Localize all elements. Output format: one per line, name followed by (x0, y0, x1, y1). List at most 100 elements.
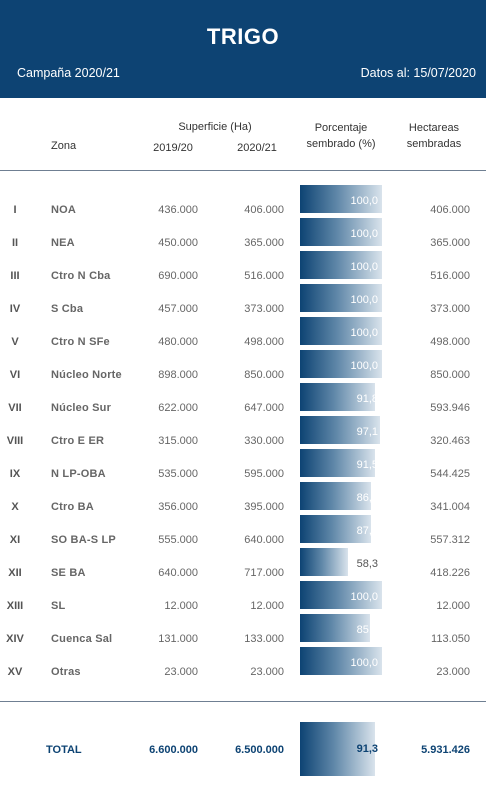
surface-2019: 450.000 (158, 237, 198, 249)
hectareas-sembradas: 593.946 (430, 402, 470, 414)
pct-value: 100,0 (350, 327, 378, 339)
surface-2020: 647.000 (244, 402, 284, 414)
pct-bar (300, 284, 382, 312)
row-number: XIII (6, 600, 24, 612)
hectareas-sembradas: 12.000 (436, 600, 470, 612)
surface-2020: 850.000 (244, 369, 284, 381)
pct-bar (300, 581, 382, 609)
surface-2020: 498.000 (244, 336, 284, 348)
hectareas-sembradas: 850.000 (430, 369, 470, 381)
pct-value: 100,0 (350, 228, 378, 240)
hectareas-sembradas: 113.050 (431, 633, 470, 645)
zone-name: Ctro E ER (51, 435, 105, 447)
surface-2019: 23.000 (164, 666, 198, 678)
pct-value: 100,0 (350, 591, 378, 603)
surface-2019: 535.000 (158, 468, 198, 480)
row-number: I (13, 204, 17, 216)
surface-2019: 690.000 (158, 270, 198, 282)
row-number: XI (9, 534, 21, 546)
surface-2020: 717.000 (244, 567, 284, 579)
surface-2019: 356.000 (158, 501, 198, 513)
total-2019: 6.600.000 (149, 744, 198, 756)
zone-name: Núcleo Norte (51, 369, 122, 381)
surface-2020: 365.000 (244, 237, 284, 249)
pct-value: 91,8 (356, 393, 378, 405)
zone-name: Ctro BA (51, 501, 94, 513)
row-number: XV (7, 666, 23, 678)
surface-2019: 640.000 (158, 567, 198, 579)
pct-value: 58,3 (356, 558, 378, 570)
pct-value: 100,0 (350, 294, 378, 306)
surface-2020: 395.000 (244, 501, 284, 513)
row-number: XIV (6, 633, 24, 645)
hectareas-sembradas: 498.000 (430, 336, 470, 348)
data-date: Datos al: 15/07/2020 (360, 66, 476, 80)
total-label: TOTAL (46, 744, 82, 756)
zone-name: SL (51, 600, 66, 612)
col-porcentaje-2: sembrado (%) (306, 138, 376, 150)
pct-value: 100,0 (350, 360, 378, 372)
row-number: VIII (6, 435, 24, 447)
row-number: X (11, 501, 19, 513)
pct-bar (300, 548, 348, 576)
pct-bar (300, 251, 382, 279)
zone-name: Cuenca Sal (51, 633, 113, 645)
hectareas-sembradas: 516.000 (430, 270, 470, 282)
hectareas-sembradas: 365.000 (430, 237, 470, 249)
row-number: IX (9, 468, 21, 480)
row-number: III (10, 270, 20, 282)
pct-bar (300, 350, 382, 378)
surface-2019: 555.000 (158, 534, 198, 546)
surface-2020: 12.000 (250, 600, 284, 612)
zone-name: Núcleo Sur (51, 402, 112, 414)
surface-2019: 457.000 (158, 303, 198, 315)
surface-2019: 480.000 (158, 336, 198, 348)
surface-2020: 406.000 (244, 204, 284, 216)
total-2020: 6.500.000 (235, 744, 284, 756)
hectareas-sembradas: 544.425 (430, 468, 470, 480)
col-porcentaje-1: Porcentaje (314, 122, 368, 134)
report-header: TRIGO Campaña 2020/21 Datos al: 15/07/20… (0, 0, 486, 98)
row-number: VI (9, 369, 21, 381)
pct-bar (300, 317, 382, 345)
pct-bar (300, 218, 382, 246)
pct-value: 87,1 (356, 525, 378, 537)
pct-bar (300, 185, 382, 213)
pct-bar (300, 515, 371, 543)
pct-value: 97,1 (356, 426, 378, 438)
zone-name: NEA (51, 237, 75, 249)
total-hectareas: 5.931.426 (421, 744, 470, 756)
total-pct-bar (300, 722, 375, 776)
pct-value: 86,3 (356, 492, 378, 504)
surface-2020: 330.000 (244, 435, 284, 447)
pct-value: 91,5 (356, 459, 378, 471)
hectareas-sembradas: 23.000 (436, 666, 470, 678)
pct-value: 85,0 (356, 624, 378, 636)
surface-2019: 436.000 (158, 204, 198, 216)
surface-2019: 898.000 (158, 369, 198, 381)
hectareas-sembradas: 341.004 (430, 501, 470, 513)
hectareas-sembradas: 557.312 (430, 534, 470, 546)
row-number: II (11, 237, 19, 249)
hectareas-sembradas: 418.226 (430, 567, 470, 579)
total-pct: 91,3 (356, 743, 378, 755)
pct-value: 100,0 (350, 261, 378, 273)
pct-bar (300, 614, 370, 642)
col-2020: 2020/21 (237, 142, 277, 154)
row-number: VII (8, 402, 22, 414)
campaign-label: Campaña 2020/21 (17, 66, 120, 80)
pct-bar (300, 416, 380, 444)
pct-bar (300, 383, 375, 411)
hectareas-sembradas: 406.000 (430, 204, 470, 216)
pct-bar (300, 449, 375, 477)
row-number: XII (8, 567, 22, 579)
pct-value: 100,0 (350, 195, 378, 207)
surface-2020: 133.000 (244, 633, 284, 645)
col-superficie: Superficie (Ha) (178, 121, 252, 133)
zone-name: N LP-OBA (51, 468, 106, 480)
col-zona: Zona (51, 140, 77, 152)
col-2019: 2019/20 (153, 142, 193, 154)
surface-2019: 131.000 (158, 633, 198, 645)
report-title: TRIGO (206, 24, 280, 49)
